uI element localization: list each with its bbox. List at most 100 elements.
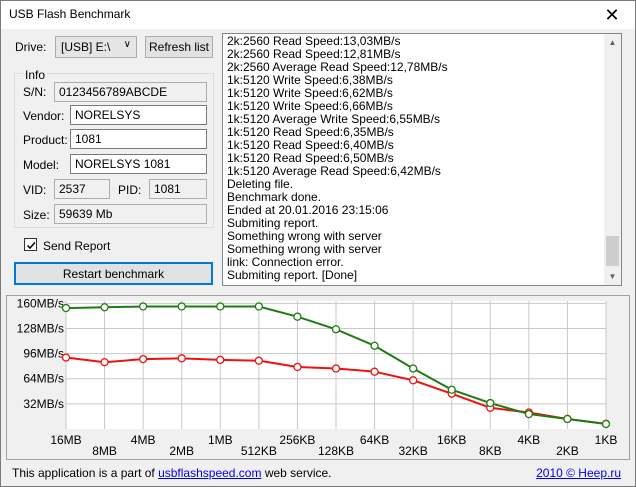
x-tick-label: 512KB [241,444,277,458]
x-tick-label: 2KB [556,444,579,458]
chevron-down-icon[interactable]: ∨ [123,39,131,50]
log-line: link: Connection error. [227,255,344,269]
model-field[interactable]: NORELSYS 1081 [70,154,207,174]
read-speed-point [100,303,109,312]
scroll-down-icon[interactable]: ▼ [608,272,617,281]
log-lines: 2k:2560 Read Speed:13,03MB/s 2k:2560 Read… [227,35,603,282]
read-speed-point [254,302,264,311]
heep-link[interactable]: 2010 © Heep.ru [536,466,621,480]
x-tick-label: 2MB [169,444,194,458]
write-speed-point [138,354,148,364]
pid-field[interactable]: 1081 [149,179,207,199]
checkmark-icon [26,241,36,250]
read-speed-point [486,398,495,408]
log-line: 1k:5120 Read Speed:6,35MB/s [227,125,394,139]
drive-label: Drive: [15,40,47,54]
read-speed-point [216,302,225,311]
vendor-label: Vendor: [23,109,65,123]
read-speed-point [524,409,534,419]
info-groupbox [14,73,214,228]
x-tick-label: 4KB [518,433,541,447]
write-speed-point [100,358,109,367]
speed-chart: 160MB/s 128MB/s 96MB/s 64MB/s 32MB/s 16MB 8MB 4… [17,296,618,458]
vid-field[interactable]: 2537 [54,179,110,199]
window-title: USB Flash Benchmark [9,7,131,21]
read-speed-point [61,303,71,313]
log-line: 1k:5120 Read Speed:6,50MB/s [227,151,394,165]
write-speed-point [254,356,264,365]
write-speed-point [177,354,186,363]
info-group-title: Info [23,68,48,82]
footer-suffix: web service. [261,466,332,480]
usbflashspeed-link[interactable]: usbflashspeed.com [158,466,262,480]
log-line: 1k:5120 Average Write Speed:6,55MB/s [227,112,441,126]
size-label: Size: [23,208,50,222]
x-tick-label: 16KB [437,433,466,447]
y-tick-label: 160MB/s [17,296,64,310]
log-line: 1k:5120 Write Speed:6,66MB/s [227,99,393,113]
x-tick-label: 1KB [595,433,618,447]
read-speed-point [370,341,379,350]
log-line: 2k:2560 Read Speed:13,03MB/s [227,34,401,48]
y-tick-label: 128MB/s [17,321,64,335]
log-line: 1k:5120 Write Speed:6,62MB/s [227,86,393,100]
log-line: Submiting report. [Done] [227,268,358,282]
y-tick-label: 64MB/s [23,372,64,386]
write-speed-point [61,353,71,362]
log-line: Something wrong with server [227,242,382,256]
scroll-thumb[interactable] [606,236,619,266]
log-line: 2k:2560 Average Read Speed:12,78MB/s [227,60,448,74]
x-tick-label: 32KB [398,444,427,458]
write-speed-point [370,367,379,376]
x-tick-label: 4MB [131,433,156,447]
model-label: Model: [23,158,60,172]
sn-field[interactable]: 0123456789ABCDE [54,82,207,102]
log-line: 1k:5120 Average Read Speed:6,42MB/s [227,164,441,178]
log-line: Something wrong with server [227,229,382,243]
send-report-label[interactable]: Send Report [43,239,111,253]
x-tick-label: 8KB [479,444,502,458]
write-speed-point [408,376,418,385]
write-speed-point [293,362,302,372]
drive-select-value: [USB] E:\ [61,40,111,54]
log-line: Deleting file. [227,177,294,191]
footer-copyright: 2010 © Heep.ru [536,466,621,480]
read-speed-point [177,302,186,311]
footer-text: This application is a part of usbflashsp… [12,466,332,480]
x-tick-label: 128KB [318,444,354,458]
vendor-field[interactable]: NORELSYS [70,105,207,125]
log-line: 1k:5120 Read Speed:6,40MB/s [227,138,394,152]
read-speed-point [447,385,456,394]
send-report-checkbox[interactable] [24,238,37,251]
read-speed-point [601,419,611,429]
x-tick-label: 64KB [360,433,389,447]
y-tick-label: 32MB/s [23,397,64,411]
x-tick-label: 16MB [50,433,81,447]
product-label: Product: [23,133,68,147]
log-textbox[interactable]: 2k:2560 Read Speed:13,03MB/s 2k:2560 Read… [222,33,622,286]
log-line: 2k:2560 Read Speed:12,81MB/s [227,47,401,61]
y-tick-label: 96MB/s [23,347,64,361]
title-bar: USB Flash Benchmark ✕ [1,1,635,29]
log-line: Ended at 20.01.2016 23:15:06 [227,203,389,217]
product-field[interactable]: 1081 [70,129,207,149]
read-speed-point [331,325,341,334]
log-line: Benchmark done. [227,190,322,204]
close-icon[interactable]: ✕ [604,4,620,25]
refresh-list-button[interactable]: Refresh list [145,36,213,58]
drive-select[interactable]: [USB] E:\ ∨ [55,36,137,58]
log-line: Submiting report. [227,216,319,230]
read-speed-point [293,312,302,321]
x-tick-label: 8MB [92,444,117,458]
write-speed-point [216,355,225,365]
scroll-up-icon[interactable]: ▲ [608,38,617,47]
log-scrollbar[interactable]: ▲ ▼ [604,34,621,285]
vid-label: VID: [23,183,47,197]
restart-benchmark-button[interactable]: Restart benchmark [14,262,213,285]
read-speed-point [408,364,418,373]
x-tick-label: 1MB [208,433,233,447]
x-tick-label: 256KB [279,433,315,447]
size-field[interactable]: 59639 Mb [54,204,207,224]
pid-label: PID: [118,183,142,197]
